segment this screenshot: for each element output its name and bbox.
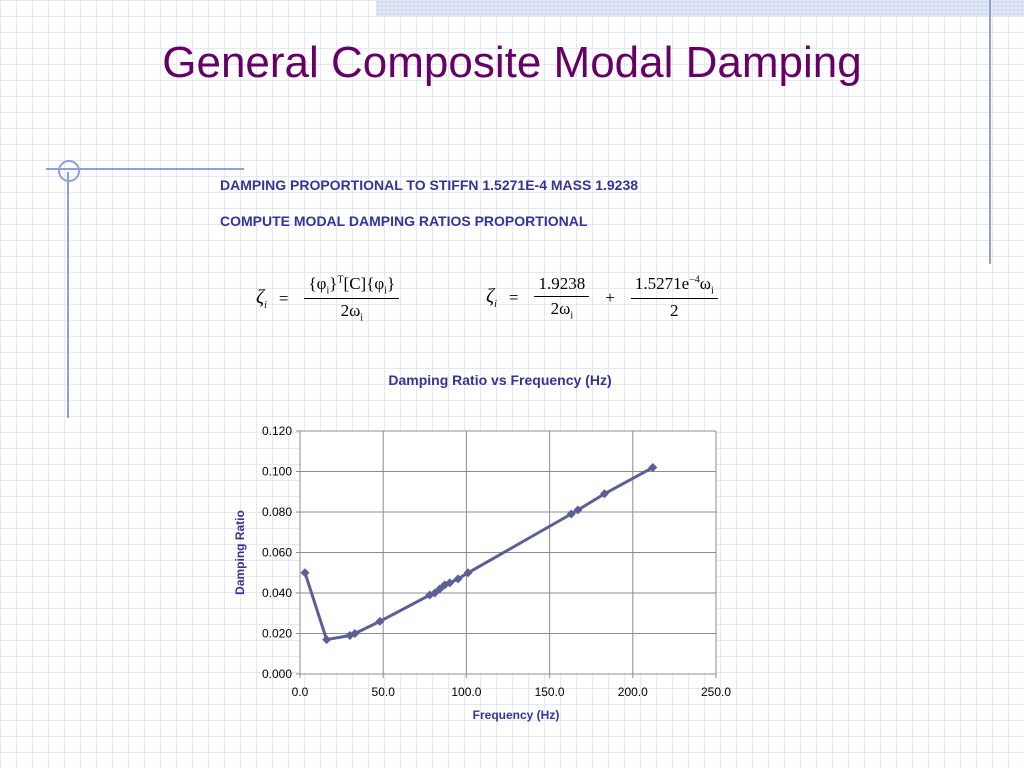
data-point [445, 578, 455, 588]
data-point [350, 629, 360, 638]
eq2-equals: = [508, 287, 519, 307]
data-point [600, 489, 610, 499]
decor-line-horizontal [46, 168, 244, 170]
y-tick-label: 0.080 [262, 505, 292, 519]
y-tick-label: 0.060 [262, 546, 292, 560]
compute-modal-line: COMPUTE MODAL DAMPING RATIOS PROPORTIONA… [220, 213, 588, 229]
x-tick-label: 50.0 [372, 685, 396, 699]
damping-proportional-line: DAMPING PROPORTIONAL TO STIFFN 1.5271E-4… [220, 177, 639, 193]
decor-line-left [67, 172, 69, 418]
eq2-fraction-2: 1.5271e−4ωi 2 [630, 274, 718, 321]
data-point [322, 635, 332, 645]
y-tick-label: 0.020 [262, 627, 292, 641]
page-title: General Composite Modal Damping [162, 38, 862, 87]
y-tick-label: 0.100 [262, 465, 292, 479]
decor-line-right [989, 0, 991, 264]
eq2-lhs: ζi [486, 285, 497, 311]
x-tick-label: 0.0 [292, 685, 309, 699]
data-point [463, 568, 473, 578]
data-point [566, 509, 576, 519]
y-tick-label: 0.000 [262, 667, 292, 681]
eq1-fraction: {φi}T[C]{φi} 2ωi [304, 274, 400, 324]
y-axis-label: Damping Ratio [233, 510, 247, 595]
eq2-plus: + [605, 287, 615, 307]
x-tick-label: 100.0 [451, 685, 481, 699]
eq1-equals: = [278, 288, 289, 308]
data-point [300, 568, 310, 578]
data-point [430, 588, 440, 598]
decor-circle [58, 160, 80, 182]
x-tick-label: 250.0 [701, 685, 731, 699]
corner-band [376, 0, 1024, 16]
data-point [375, 616, 385, 626]
chart-title: Damping Ratio vs Frequency (Hz) [388, 372, 612, 388]
data-point [435, 584, 445, 594]
x-axis-label: Frequency (Hz) [473, 708, 560, 722]
y-tick-label: 0.040 [262, 586, 292, 600]
equation-1: ζi = {φi}T[C]{φi} 2ωi [256, 274, 403, 324]
data-point [573, 505, 583, 515]
x-tick-label: 200.0 [618, 685, 648, 699]
data-point [648, 462, 658, 472]
data-point [453, 574, 463, 584]
equation-2: ζi = 1.9238 2ωi + 1.5271e−4ωi 2 [486, 274, 722, 321]
x-tick-label: 150.0 [535, 685, 565, 699]
eq1-lhs: ζi [256, 286, 267, 312]
eq2-fraction-1: 1.9238 2ωi [534, 274, 590, 321]
y-tick-label: 0.120 [262, 424, 292, 438]
